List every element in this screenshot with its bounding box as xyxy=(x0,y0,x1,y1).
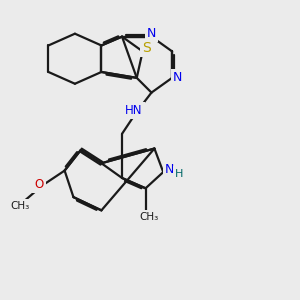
Text: S: S xyxy=(142,41,151,56)
Text: N: N xyxy=(165,163,174,176)
Text: CH₃: CH₃ xyxy=(10,201,29,211)
Text: HN: HN xyxy=(125,104,142,117)
Text: H: H xyxy=(175,169,184,178)
Text: O: O xyxy=(34,178,43,191)
Text: N: N xyxy=(173,71,182,84)
Text: N: N xyxy=(147,27,156,40)
Text: CH₃: CH₃ xyxy=(139,212,158,222)
